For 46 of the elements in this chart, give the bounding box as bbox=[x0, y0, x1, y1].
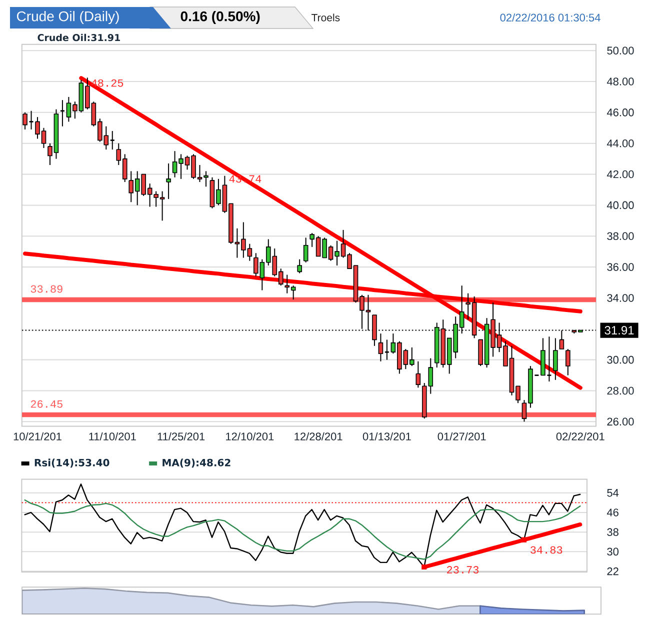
y-tick-label: 42.00 bbox=[606, 170, 634, 178]
candlestick bbox=[553, 338, 558, 380]
text: 02/22/2016 01:30:54 bbox=[500, 13, 600, 22]
y-tick-label: 38 bbox=[607, 528, 618, 536]
candlestick bbox=[303, 237, 308, 263]
candlestick bbox=[378, 333, 384, 362]
y-tick-label: 48.00 bbox=[606, 78, 634, 86]
candlestick bbox=[566, 348, 570, 376]
annotation: 23.73 bbox=[447, 566, 479, 574]
ref-line-label: 31.91 bbox=[604, 326, 634, 335]
legend-label: Rsi(14):53.40 bbox=[34, 458, 110, 468]
chart-title: Crude Oil (Daily) bbox=[16, 10, 119, 24]
x-tick-label: 01/27/201 bbox=[438, 432, 486, 440]
y-tick-label: 38.00 bbox=[607, 232, 634, 240]
y-tick-label: 44.00 bbox=[606, 139, 634, 148]
x-tick-label: 12/28/201 bbox=[294, 432, 342, 440]
y-tick-label: 30.00 bbox=[607, 356, 634, 364]
y-tick-label: 46.00 bbox=[606, 108, 634, 116]
y-tick-label: 46 bbox=[606, 508, 618, 516]
y-tick-label: 28.00 bbox=[607, 386, 634, 395]
annotation: 34.83 bbox=[530, 546, 562, 554]
x-tick-label: 02/22/201 bbox=[556, 432, 604, 440]
y-tick-label: 34.00 bbox=[607, 294, 634, 302]
y-tick-label: 50.00 bbox=[607, 46, 634, 54]
x-tick-label: 12/10/201 bbox=[226, 432, 274, 440]
y-tick-label: 26.00 bbox=[607, 418, 634, 426]
x-tick-label: 01/13/201 bbox=[362, 432, 411, 440]
ref-line-label: 33.89 bbox=[30, 285, 62, 293]
chart-subtitle: 0.16 (0.50%) bbox=[180, 10, 260, 24]
x-tick-label: 11/25/201 bbox=[158, 432, 205, 440]
candlestick bbox=[416, 360, 421, 388]
x-tick-label: 10/21/201 bbox=[14, 432, 62, 440]
text: Troels bbox=[312, 14, 340, 22]
y-tick-label: 40.00 bbox=[606, 201, 634, 210]
ref-line-label: 26.45 bbox=[30, 400, 62, 408]
candlestick bbox=[110, 130, 116, 150]
y-tick-label: 30 bbox=[607, 548, 618, 556]
x-tick-label: 11/10/201 bbox=[89, 432, 136, 440]
text: Crude Oil:31.91 bbox=[38, 34, 120, 42]
candlestick bbox=[297, 258, 302, 274]
candlestick bbox=[166, 162, 171, 200]
y-tick-label: 36.00 bbox=[607, 263, 634, 271]
y-tick-label: 54 bbox=[607, 489, 619, 497]
legend-label: MA(9):48.62 bbox=[162, 458, 230, 468]
candlestick bbox=[60, 100, 66, 127]
y-tick-label: 22 bbox=[607, 567, 618, 576]
